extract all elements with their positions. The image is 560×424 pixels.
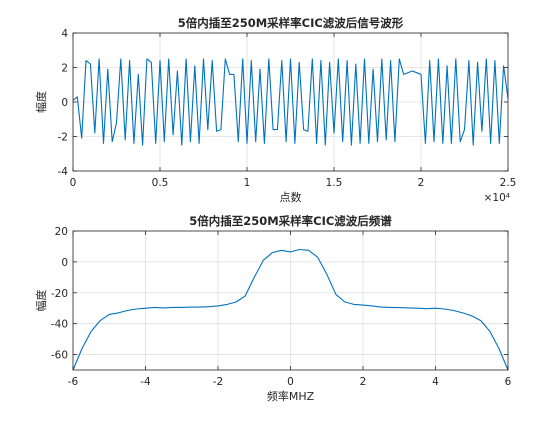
waveform-y-tick-label: 2 [61,63,68,75]
spectrum-x-tick-label: 2 [360,376,367,388]
spectrum-x-tick-label: -6 [68,376,79,388]
spectrum-x-label: 频率MHZ [267,389,315,403]
waveform-y-label: 幅度 [34,91,48,113]
waveform-x-label: 点数 [280,191,302,204]
spectrum-x-tick-label: 0 [287,376,294,388]
waveform-title: 5倍内插至250M采样率CIC滤波后信号波形 [178,16,404,30]
waveform-x-tick-label: 1 [244,177,251,189]
spectrum-y-tick-label: 0 [61,257,68,269]
spectrum-title: 5倍内插至250M采样率CIC滤波后频谱 [189,214,392,228]
spectrum-x-tick-label: 6 [505,376,512,388]
waveform-x-tick-label: 0 [70,177,77,189]
spectrum-y-tick-label: -20 [51,288,68,300]
spectrum-x-tick-label: 4 [432,376,439,388]
waveform-x-tick-label: 1.5 [326,177,343,189]
spectrum-y-tick-label: -40 [51,319,68,331]
spectrum-x-tick-label: -4 [140,376,151,388]
spectrum-y-label: 幅度 [34,290,48,312]
waveform-grid [72,32,509,172]
spectrum-y-tick-label: -60 [51,350,68,362]
waveform-x-tick-label: 0.5 [152,177,169,189]
spectrum-x-tick-label: -2 [213,376,223,388]
waveform-series-line [72,58,509,146]
spectrum-series-line [72,248,509,371]
waveform-chart: 0 0.5 1 1.5 2 2.5 -4 -2 0 2 4 5倍内插至250M采样率CIC滤波后信号… [34,16,516,204]
waveform-y-tick-label: 4 [61,28,68,40]
spectrum-y-tick-label: 20 [55,226,68,238]
waveform-x-exponent: ×10⁴ [484,192,510,204]
waveform-x-tick-label: 2 [418,177,425,189]
waveform-ticks: 0 0.5 1 1.5 2 2.5 -4 -2 0 2 4 [58,28,517,189]
waveform-y-tick-label: -4 [58,166,69,178]
waveform-x-tick-label: 2.5 [500,177,517,189]
waveform-y-tick-label: 0 [61,97,68,109]
waveform-y-tick-label: -2 [58,132,68,144]
